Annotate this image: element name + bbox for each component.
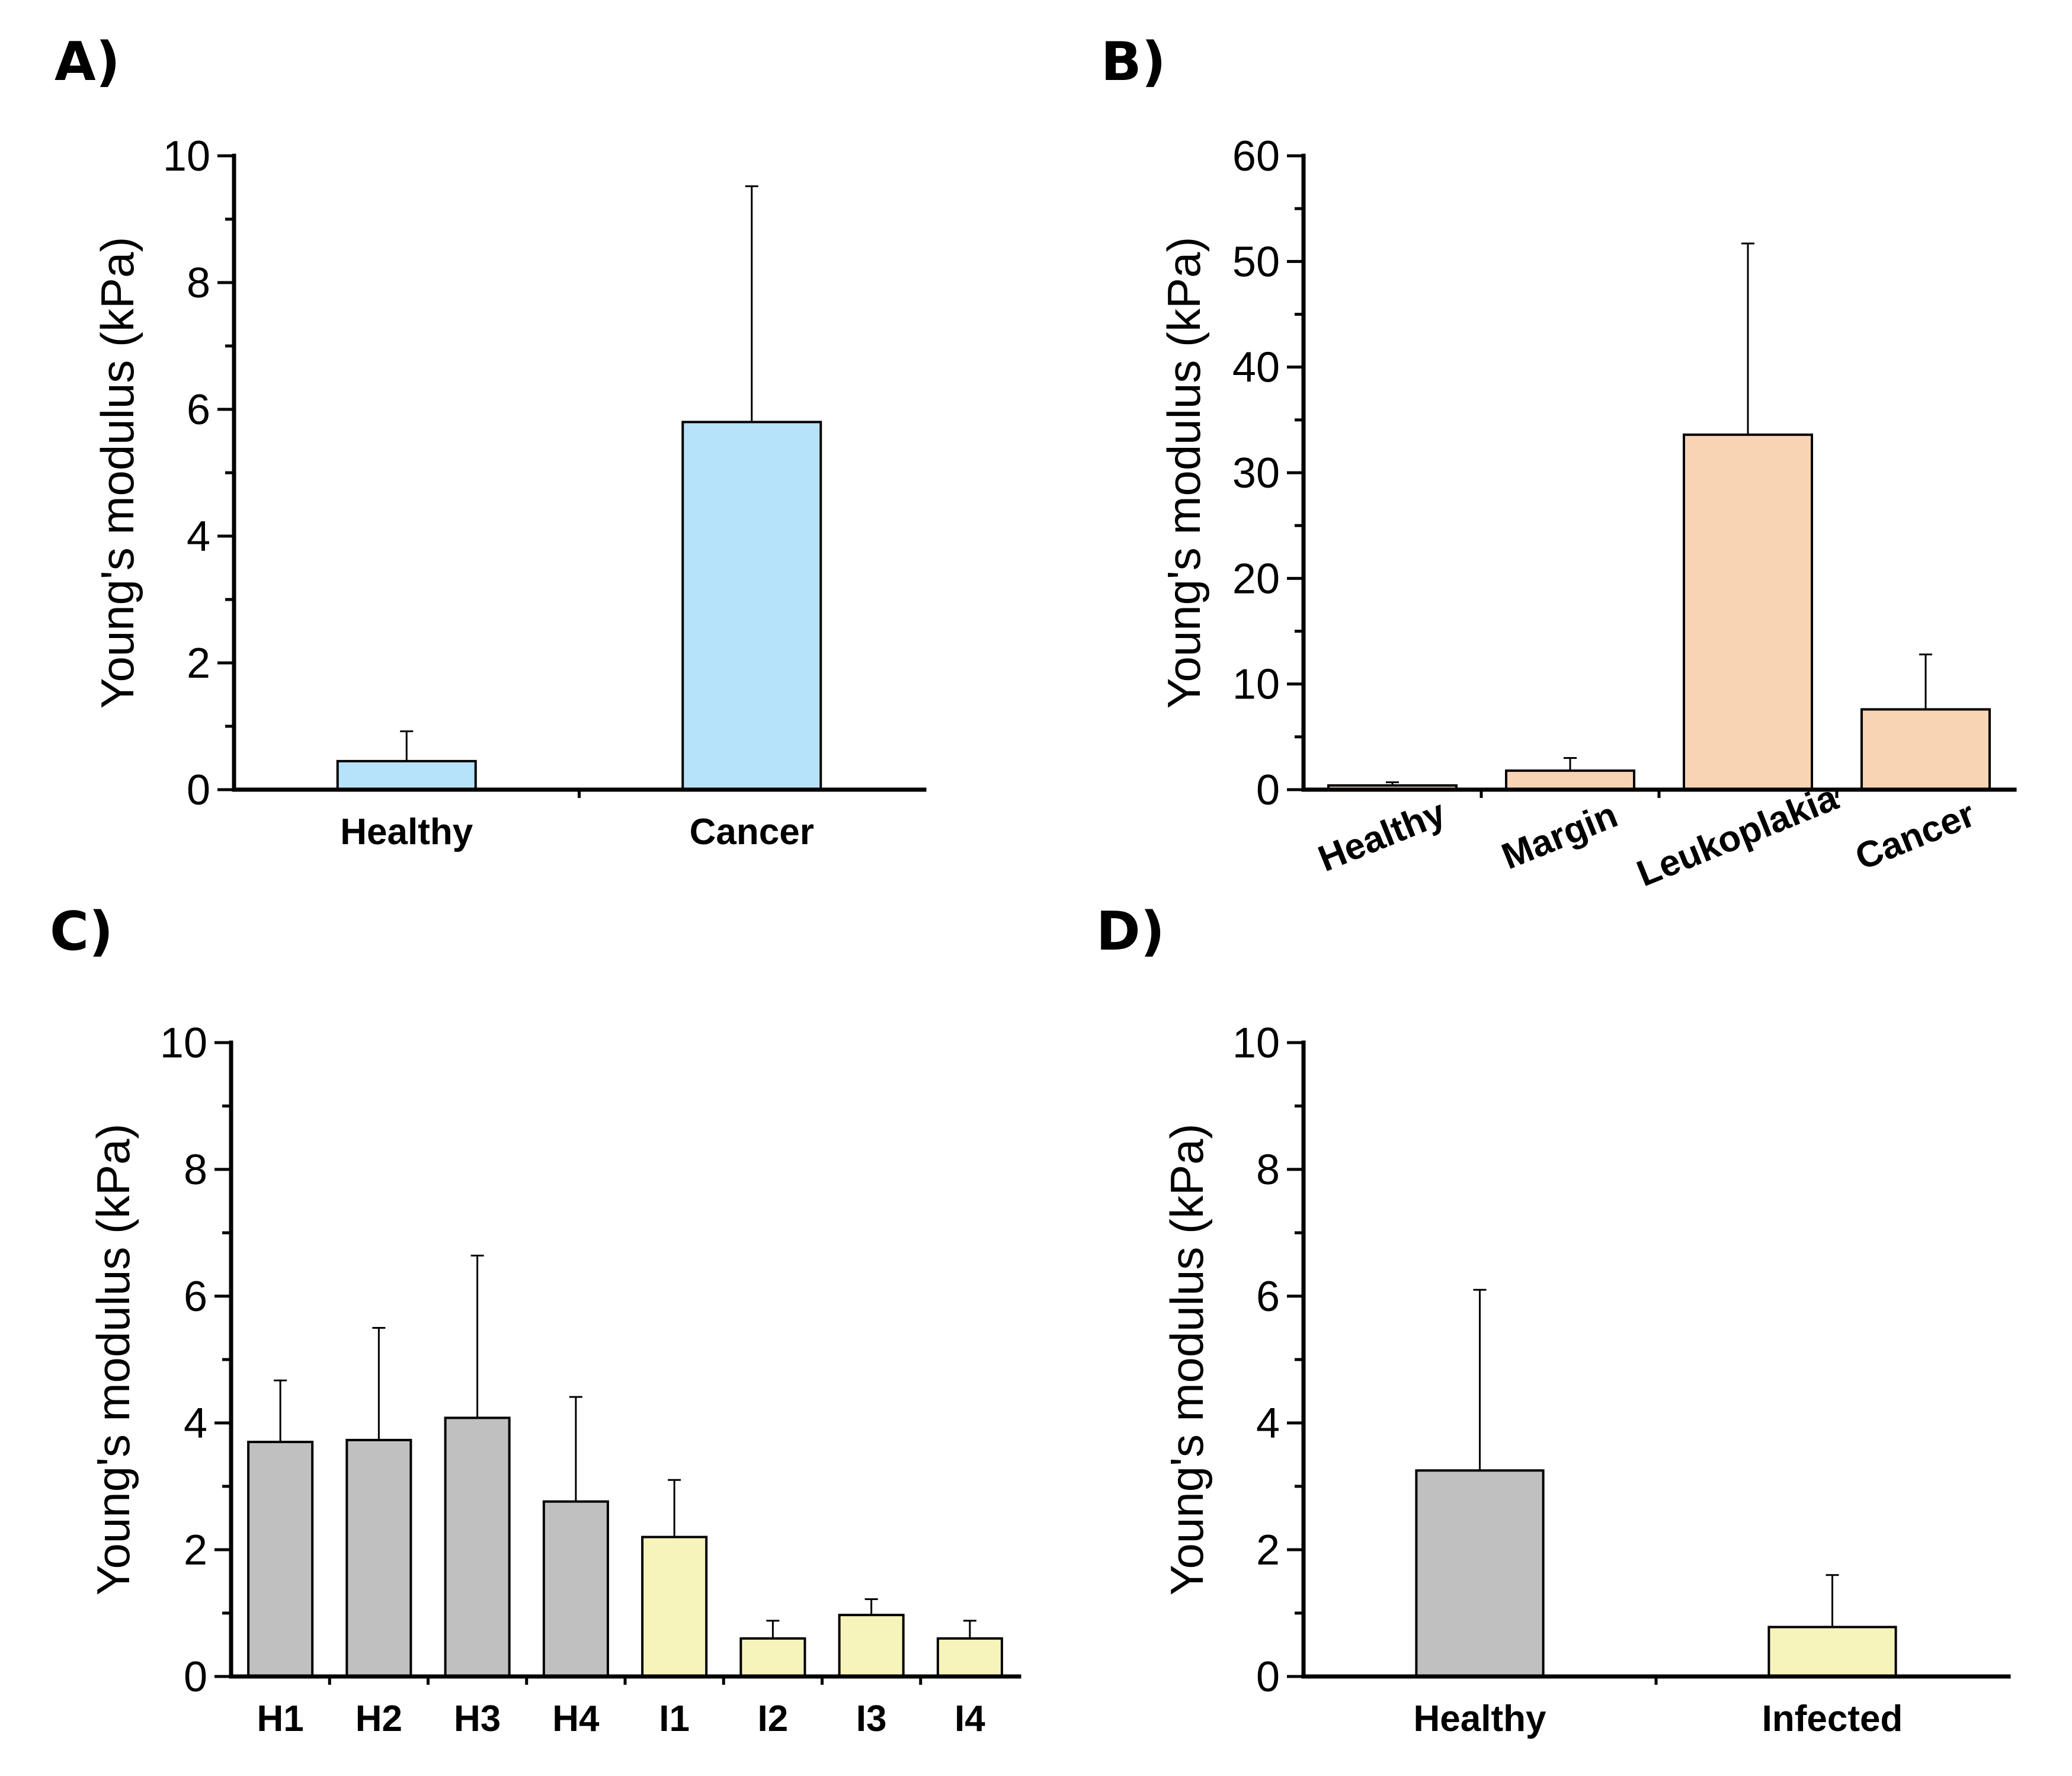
bar-h1 xyxy=(247,1441,314,1678)
chart-panel-2: B)Young's modulus (kPa)Healthy Margin Leuk… xyxy=(1101,31,2017,895)
bar-margin xyxy=(1505,769,1635,791)
x-tick-label: I4 xyxy=(955,1698,985,1739)
y-axis-label: Young's modulus (kPa) xyxy=(1158,237,1210,709)
bar-infected xyxy=(1767,1626,1897,1678)
y-tick-label: 4 xyxy=(187,513,210,560)
bar-i2 xyxy=(739,1637,806,1678)
x-tick-label: H4 xyxy=(552,1698,600,1739)
y-axis-label: Young's modulus (kPa) xyxy=(91,237,143,709)
y-tick-label: 8 xyxy=(184,1146,207,1194)
y-tick-label: 10 xyxy=(160,1020,207,1067)
panel-label: D) xyxy=(1096,900,1165,963)
chart-panel-3: C) Young's modulus (kPa) H1 H2 H3 H4 I1 I2 I3 I4 0… xyxy=(50,900,1021,1739)
x-tick-label: Healthy xyxy=(1414,1698,1546,1739)
y-tick-label: 40 xyxy=(1232,344,1280,392)
x-tick-label: I3 xyxy=(856,1698,887,1739)
x-tick-label: H3 xyxy=(454,1698,501,1739)
y-tick-label: 60 xyxy=(1232,133,1280,180)
bar-healthy xyxy=(336,759,477,791)
y-tick-label: 2 xyxy=(184,1527,207,1574)
y-axis-label: Young's modulus (kPa) xyxy=(1161,1124,1213,1596)
y-tick-label: 10 xyxy=(1232,1020,1280,1067)
y-tick-label: 8 xyxy=(187,259,210,307)
chart-panel-4: D) Young's modulus (kPa) Healthy Infected 0 2… xyxy=(1096,900,2011,1739)
panel-label: B) xyxy=(1101,31,1166,93)
y-tick-label: 0 xyxy=(1256,1653,1280,1701)
chart-panel-1: A) Young's modulus (kPa) Healthy Cancer 0 2 4 6… xyxy=(55,31,927,852)
y-tick-label: 0 xyxy=(184,1653,207,1701)
y-tick-label: 4 xyxy=(184,1400,207,1447)
y-tick-label: 0 xyxy=(1256,767,1280,814)
panel-label: C) xyxy=(50,900,113,963)
y-axis-label: Young's modulus (kPa) xyxy=(87,1124,139,1596)
panel-label: A) xyxy=(55,31,120,93)
bar-i3 xyxy=(838,1614,905,1678)
x-tick-label: H2 xyxy=(356,1698,402,1739)
bar-healthy xyxy=(1415,1469,1545,1678)
bar-h4 xyxy=(542,1500,609,1678)
bar-h2 xyxy=(345,1438,412,1678)
bar-h3 xyxy=(444,1416,511,1678)
bar-leukoplakia xyxy=(1683,433,1813,791)
y-tick-label: 20 xyxy=(1232,555,1280,602)
y-tick-label: 8 xyxy=(1256,1146,1280,1194)
y-tick-label: 50 xyxy=(1232,238,1280,286)
y-tick-label: 10 xyxy=(163,133,210,180)
y-tick-label: 2 xyxy=(1256,1527,1280,1574)
x-tick-label: H1 xyxy=(257,1698,303,1739)
x-tick-label: Cancer xyxy=(690,812,814,852)
y-tick-label: 6 xyxy=(184,1273,207,1320)
bar-i1 xyxy=(641,1535,708,1678)
y-tick-label: 30 xyxy=(1232,450,1280,497)
x-tick-label: I1 xyxy=(659,1698,690,1739)
bar-cancer xyxy=(1860,708,1991,791)
y-tick-label: 6 xyxy=(187,386,210,434)
bar-cancer xyxy=(681,421,822,791)
y-tick-label: 2 xyxy=(187,640,210,687)
x-tick-label: Infected xyxy=(1762,1698,1903,1739)
bar-i4 xyxy=(936,1637,1003,1678)
y-tick-label: 10 xyxy=(1232,661,1280,709)
y-tick-label: 6 xyxy=(1256,1273,1280,1320)
y-tick-label: 0 xyxy=(187,767,210,814)
x-tick-label: Healthy xyxy=(340,812,473,852)
x-tick-label: I2 xyxy=(758,1698,789,1739)
y-tick-label: 4 xyxy=(1256,1400,1280,1447)
